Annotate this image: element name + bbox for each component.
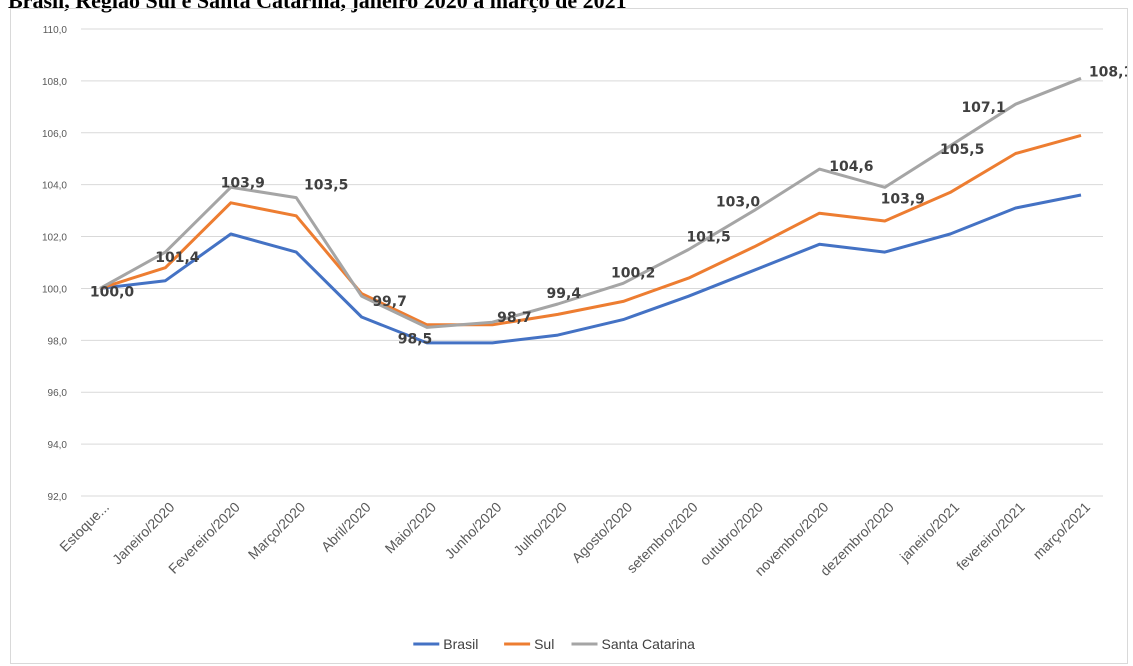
data-label: 100,2 [611, 265, 655, 281]
legend: Brasil Sul Santa Catarina [413, 636, 695, 652]
x-tick-label: Março/2020 [245, 499, 309, 563]
line-chart: 92,0 94,0 96,0 98,0 100,0 102,0 104,0 106,0 108,… [42, 25, 1127, 652]
y-tick-label: 104,0 [42, 181, 67, 192]
y-tick-label: 96,0 [48, 388, 68, 399]
data-label: 101,5 [686, 230, 730, 246]
y-tick-label: 94,0 [48, 440, 68, 451]
data-label: 98,7 [497, 310, 532, 326]
data-label: 99,4 [547, 286, 582, 302]
x-tick-label: janeiro/2021 [896, 499, 963, 566]
x-tick-label: Julho/2020 [510, 499, 570, 559]
data-label: 107,1 [961, 100, 1005, 116]
y-tick-label: 108,0 [42, 77, 67, 88]
y-tick-label: 106,0 [42, 129, 67, 140]
data-label: 103,5 [304, 178, 348, 194]
data-label: 103,0 [716, 195, 761, 211]
y-tick-label: 102,0 [42, 233, 67, 244]
series-line-sul [99, 133, 1082, 327]
series-line-santa-catarina [99, 76, 1082, 329]
data-label: 104,6 [829, 159, 873, 175]
y-tick-label: 92,0 [48, 492, 68, 503]
data-labels: 100,0 101,4 103,9 103,5 99,7 98,5 98,7 99,4 100,… [90, 64, 1127, 347]
y-tick-label: 98,0 [48, 336, 68, 347]
series-line-brasil [99, 193, 1082, 345]
x-tick-label: março/2021 [1030, 499, 1094, 563]
data-label: 98,5 [398, 331, 433, 347]
data-label: 103,9 [221, 175, 265, 191]
x-tick-label: Junho/2020 [441, 499, 504, 562]
y-axis-ticks: 92,0 94,0 96,0 98,0 100,0 102,0 104,0 106,0 108,… [42, 25, 67, 503]
chart-frame: 92,0 94,0 96,0 98,0 100,0 102,0 104,0 106,0 108,… [10, 8, 1128, 664]
data-label: 108,1 [1089, 64, 1127, 80]
x-tick-label: Estoque... [56, 499, 112, 555]
series-lines [99, 76, 1082, 345]
x-tick-label: Abril/2020 [318, 499, 374, 555]
x-tick-label: fevereiro/2021 [953, 499, 1028, 574]
legend-entry: Santa Catarina [602, 636, 696, 652]
chart-title: Brasil, Região Sul e Santa Catarina, jan… [8, 0, 627, 13]
gridlines [81, 28, 1103, 497]
x-tick-label: Janeiro/2020 [109, 499, 178, 568]
legend-entry: Brasil [443, 636, 478, 652]
data-label: 105,5 [940, 142, 984, 158]
x-tick-label: Agosto/2020 [568, 499, 635, 566]
x-tick-label: outubro/2020 [696, 499, 766, 569]
data-label: 100,0 [90, 284, 135, 300]
data-label: 99,7 [372, 294, 407, 310]
y-tick-label: 110,0 [43, 25, 68, 36]
data-label: 103,9 [881, 191, 925, 207]
y-tick-label: 100,0 [42, 284, 67, 295]
legend-entry: Sul [534, 636, 554, 652]
x-tick-label: Maio/2020 [382, 499, 440, 557]
data-label: 101,4 [155, 250, 200, 266]
